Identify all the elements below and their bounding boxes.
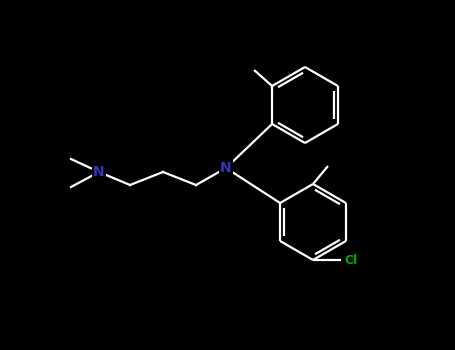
- Text: Cl: Cl: [344, 253, 358, 266]
- Text: N: N: [93, 165, 105, 179]
- Text: N: N: [220, 161, 232, 175]
